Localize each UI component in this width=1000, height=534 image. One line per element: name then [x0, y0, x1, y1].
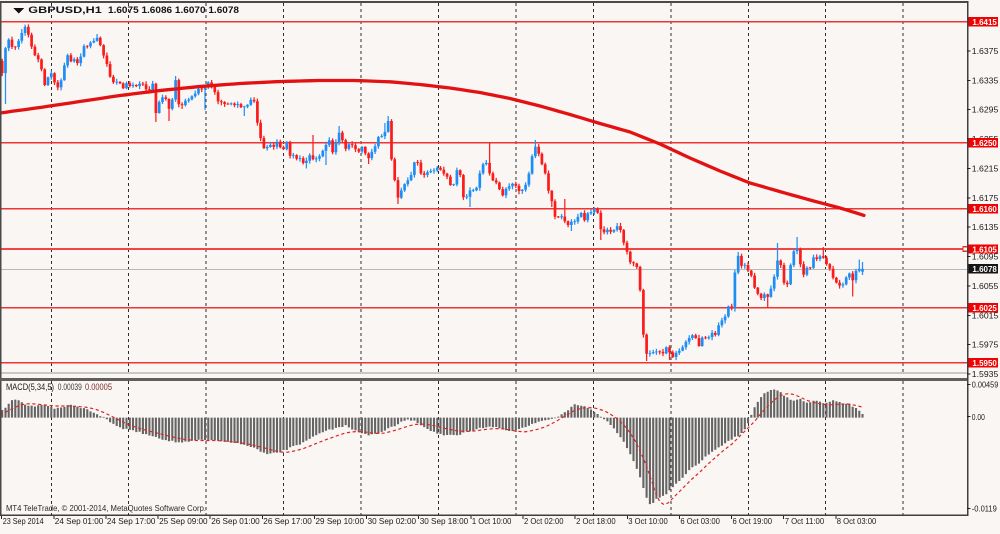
svg-text:6 Oct 03:00: 6 Oct 03:00: [680, 516, 720, 526]
svg-text:6 Oct 19:00: 6 Oct 19:00: [733, 516, 773, 526]
svg-text:1.5950: 1.5950: [972, 358, 997, 368]
svg-text:1 Oct 10:00: 1 Oct 10:00: [472, 516, 512, 526]
svg-text:23 Sep 2014: 23 Sep 2014: [3, 516, 44, 526]
svg-text:30 Sep 18:00: 30 Sep 18:00: [420, 516, 469, 526]
svg-text:24 Sep 17:00: 24 Sep 17:00: [107, 516, 156, 526]
svg-text:0.00005: 0.00005: [85, 382, 112, 392]
svg-text:1.5975: 1.5975: [972, 340, 999, 350]
svg-text:1.6175: 1.6175: [972, 193, 999, 203]
svg-text:25 Sep 09:00: 25 Sep 09:00: [159, 516, 208, 526]
svg-text:30 Sep 02:00: 30 Sep 02:00: [368, 516, 417, 526]
svg-text:MT4 TeleTrade, © 2001-2014, Me: MT4 TeleTrade, © 2001-2014, MetaQuotes S…: [6, 503, 206, 513]
svg-text:1.6078: 1.6078: [972, 264, 997, 274]
svg-text:26 Sep 17:00: 26 Sep 17:00: [263, 516, 312, 526]
svg-text:1.6095: 1.6095: [972, 252, 999, 262]
svg-text:1.6025: 1.6025: [972, 303, 997, 313]
svg-text:1.6215: 1.6215: [972, 164, 999, 174]
svg-text:29 Sep 10:00: 29 Sep 10:00: [316, 516, 365, 526]
svg-text:7 Oct 11:00: 7 Oct 11:00: [785, 516, 825, 526]
svg-text:0.00: 0.00: [972, 412, 985, 422]
svg-text:1.6415: 1.6415: [972, 17, 997, 27]
svg-text:2 Oct 18:00: 2 Oct 18:00: [576, 516, 616, 526]
svg-text:8 Oct 03:00: 8 Oct 03:00: [837, 516, 877, 526]
svg-text:1.6375: 1.6375: [972, 46, 999, 56]
svg-text:24 Sep 01:00: 24 Sep 01:00: [55, 516, 104, 526]
svg-text:26 Sep 01:00: 26 Sep 01:00: [211, 516, 260, 526]
svg-text:0.00459: 0.00459: [972, 380, 999, 390]
svg-text:1.6105: 1.6105: [972, 244, 997, 254]
svg-text:0.00039: 0.00039: [58, 382, 82, 392]
svg-text:2 Oct 02:00: 2 Oct 02:00: [524, 516, 564, 526]
svg-text:1.6075 1.6086 1.6070 1.6078: 1.6075 1.6086 1.6070 1.6078: [108, 5, 239, 16]
svg-text:MACD(5,34,5): MACD(5,34,5): [6, 382, 54, 392]
svg-text:1.6160: 1.6160: [972, 204, 997, 214]
svg-text:1.5935: 1.5935: [972, 369, 999, 379]
svg-text:1.6335: 1.6335: [972, 75, 999, 85]
svg-text:GBPUSD,H1: GBPUSD,H1: [28, 5, 102, 16]
svg-text:1.6015: 1.6015: [972, 310, 999, 320]
svg-text:1.6135: 1.6135: [972, 222, 999, 232]
svg-text:1.6295: 1.6295: [972, 105, 999, 115]
svg-text:1.6055: 1.6055: [972, 281, 999, 291]
svg-text:3 Oct 10:00: 3 Oct 10:00: [628, 516, 668, 526]
svg-text:1.6250: 1.6250: [972, 138, 997, 148]
svg-text:-0.0119: -0.0119: [972, 504, 997, 514]
